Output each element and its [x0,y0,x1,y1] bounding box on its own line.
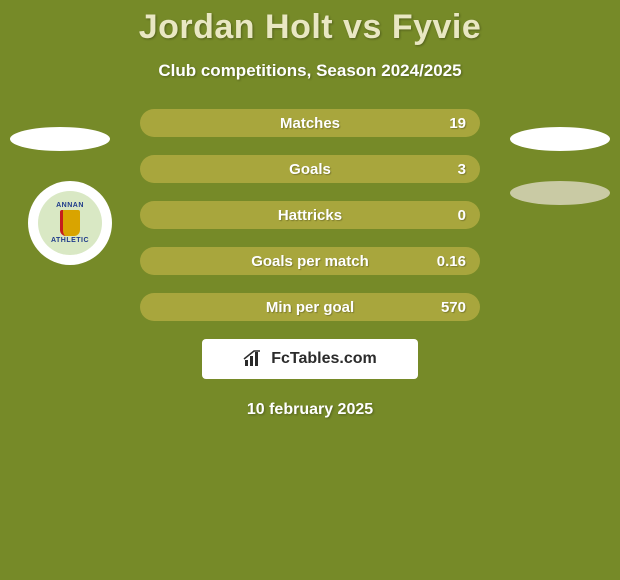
bar-label: Hattricks [278,207,342,224]
bar-label: Matches [280,115,340,132]
crest-shield-icon [60,210,80,236]
crest-top-text: ANNAN [56,202,84,209]
stat-bar-hattricks: Hattricks 0 [140,201,480,229]
chart-area: ANNAN ATHLETIC Matches 19 Goals 3 Hattri… [0,109,620,419]
bar-value: 19 [449,115,466,132]
stat-bar-min-per-goal: Min per goal 570 [140,293,480,321]
stat-bar-goals: Goals 3 [140,155,480,183]
infographic-root: Jordan Holt vs Fyvie Club competitions, … [0,0,620,580]
branding-badge: FcTables.com [202,339,418,379]
player-right-ellipse-2 [510,181,610,205]
branding-text: FcTables.com [271,350,377,368]
team-crest-inner: ANNAN ATHLETIC [38,191,102,255]
stat-bar-goals-per-match: Goals per match 0.16 [140,247,480,275]
player-left-ellipse [10,127,110,151]
bar-value: 3 [458,161,466,178]
date-text: 10 february 2025 [0,401,620,419]
chart-icon [243,350,265,368]
team-crest: ANNAN ATHLETIC [28,181,112,265]
bar-label: Goals [289,161,331,178]
stat-bars: Matches 19 Goals 3 Hattricks 0 Goals per… [140,109,480,321]
page-title: Jordan Holt vs Fyvie [0,0,620,47]
bar-value: 0 [458,207,466,224]
crest-bottom-text: ATHLETIC [51,237,89,244]
bar-value: 0.16 [437,253,466,270]
page-subtitle: Club competitions, Season 2024/2025 [0,61,620,81]
stat-bar-matches: Matches 19 [140,109,480,137]
bar-label: Min per goal [266,299,354,316]
bar-value: 570 [441,299,466,316]
bar-label: Goals per match [251,253,369,270]
player-right-ellipse-1 [510,127,610,151]
